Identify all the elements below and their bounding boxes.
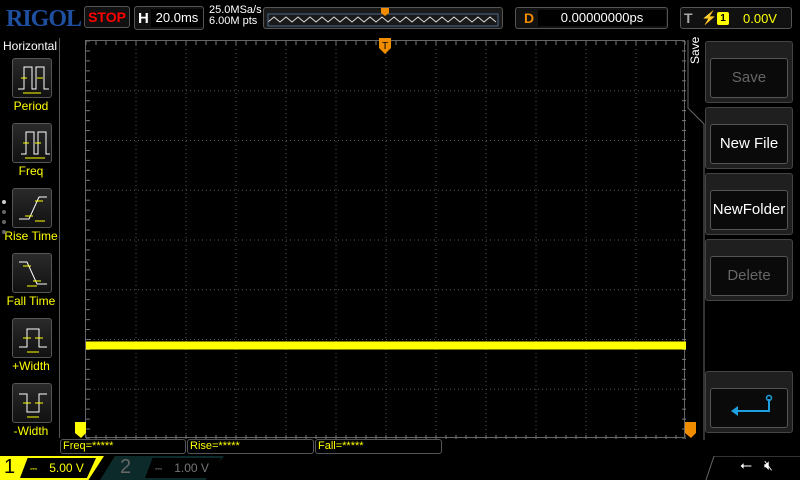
usb-icon: ⭠ xyxy=(740,457,753,474)
measure-panel: Horizontal Period Freq Rise Time Fall Ti… xyxy=(0,38,60,438)
trigger-box[interactable]: T ⚡ 1 0.00V xyxy=(680,7,792,29)
negative-width-label: -Width xyxy=(13,424,49,438)
new-file-label: New File xyxy=(710,124,788,164)
page-dot xyxy=(2,220,6,224)
negative-width-button[interactable] xyxy=(12,383,52,423)
timebase-value: 20.0ms xyxy=(151,9,203,27)
h-label: H xyxy=(138,10,149,27)
status-bar xyxy=(705,456,800,480)
new-folder-label: NewFolder xyxy=(710,190,788,230)
back-button[interactable] xyxy=(705,371,793,433)
speaker-muted-icon[interactable]: 🔇︎ xyxy=(764,457,773,473)
menu-tab-outline xyxy=(687,40,705,440)
period-icon xyxy=(18,66,49,94)
trigger-level-marker[interactable] xyxy=(685,422,696,438)
trigger-level: 0.00V xyxy=(743,11,777,26)
fall-time-button[interactable] xyxy=(12,253,52,293)
delete-button[interactable]: Delete xyxy=(705,239,793,301)
trigger-position-icon[interactable]: T xyxy=(378,38,392,56)
measurement-rise[interactable]: Rise=***** xyxy=(187,439,314,454)
new-folder-button[interactable]: NewFolder xyxy=(705,173,793,235)
svg-text:T: T xyxy=(382,41,388,52)
page-dot xyxy=(2,230,6,234)
freq-label: Freq xyxy=(18,164,44,178)
rise-time-icon xyxy=(19,196,47,222)
page-dot xyxy=(2,200,6,204)
rise-time-label: Rise Time xyxy=(4,229,58,243)
trigger-source: 1 xyxy=(717,12,729,25)
period-button[interactable] xyxy=(12,58,52,98)
waveform-grid xyxy=(85,40,687,440)
fall-time-icon xyxy=(19,261,47,287)
memory-overview xyxy=(263,7,503,29)
return-arrow-icon xyxy=(731,394,773,416)
measurement-freq[interactable]: Freq=***** xyxy=(60,439,186,454)
memory-waveform xyxy=(267,8,499,27)
delay-label: D xyxy=(524,10,535,26)
measurement-fall[interactable]: Fall=***** xyxy=(315,439,442,454)
rigol-logo: RIGOL xyxy=(6,6,82,32)
save-label: Save xyxy=(710,58,788,98)
positive-width-label: +Width xyxy=(12,359,50,373)
graticule xyxy=(85,40,687,440)
negative-width-icon xyxy=(19,393,47,418)
trigger-position-marker xyxy=(381,8,389,16)
new-file-button[interactable]: New File xyxy=(705,107,793,169)
save-button[interactable]: Save xyxy=(705,41,793,103)
ch1-trace xyxy=(86,341,686,350)
memory-depth: 6.00M pts xyxy=(209,15,258,27)
sample-rate: 25.0MSa/s xyxy=(209,4,262,16)
rise-time-button[interactable] xyxy=(12,188,52,228)
run-stop-button[interactable]: STOP xyxy=(84,6,130,28)
page-dot xyxy=(2,210,6,214)
dc-coupling-icon: ⎓ xyxy=(30,464,38,474)
channel-1-scale: 5.00 V xyxy=(49,461,84,475)
channel-1-number: 1 xyxy=(4,456,16,478)
channel-1-settings[interactable]: ⎓ 5.00 V xyxy=(20,458,96,478)
period-label: Period xyxy=(13,99,49,113)
positive-width-button[interactable] xyxy=(12,318,52,358)
rising-edge-icon: ⚡ xyxy=(701,10,718,25)
freq-button[interactable] xyxy=(12,123,52,163)
timebase-box[interactable]: H 20.0ms xyxy=(134,6,204,30)
fall-time-label: Fall Time xyxy=(6,294,56,308)
trigger-label: T xyxy=(684,10,693,26)
panel-title: Horizontal xyxy=(3,39,58,53)
ch1-ground-marker[interactable] xyxy=(75,422,86,438)
dc-coupling-icon: ⎓ xyxy=(155,464,163,474)
channel-2-settings[interactable]: ⎓ 1.00 V xyxy=(145,458,221,478)
delay-box[interactable]: D 0.00000000ps xyxy=(515,7,668,29)
delay-value: 0.00000000ps xyxy=(538,10,666,26)
channel-2-scale: 1.00 V xyxy=(174,461,209,475)
acquisition-info: 25.0MSa/s 6.00M pts xyxy=(209,5,262,27)
positive-width-icon xyxy=(19,328,47,353)
freq-icon xyxy=(21,131,50,159)
delete-label: Delete xyxy=(710,256,788,296)
menu-title: Save xyxy=(688,36,702,64)
channel-2-number: 2 xyxy=(120,456,132,478)
